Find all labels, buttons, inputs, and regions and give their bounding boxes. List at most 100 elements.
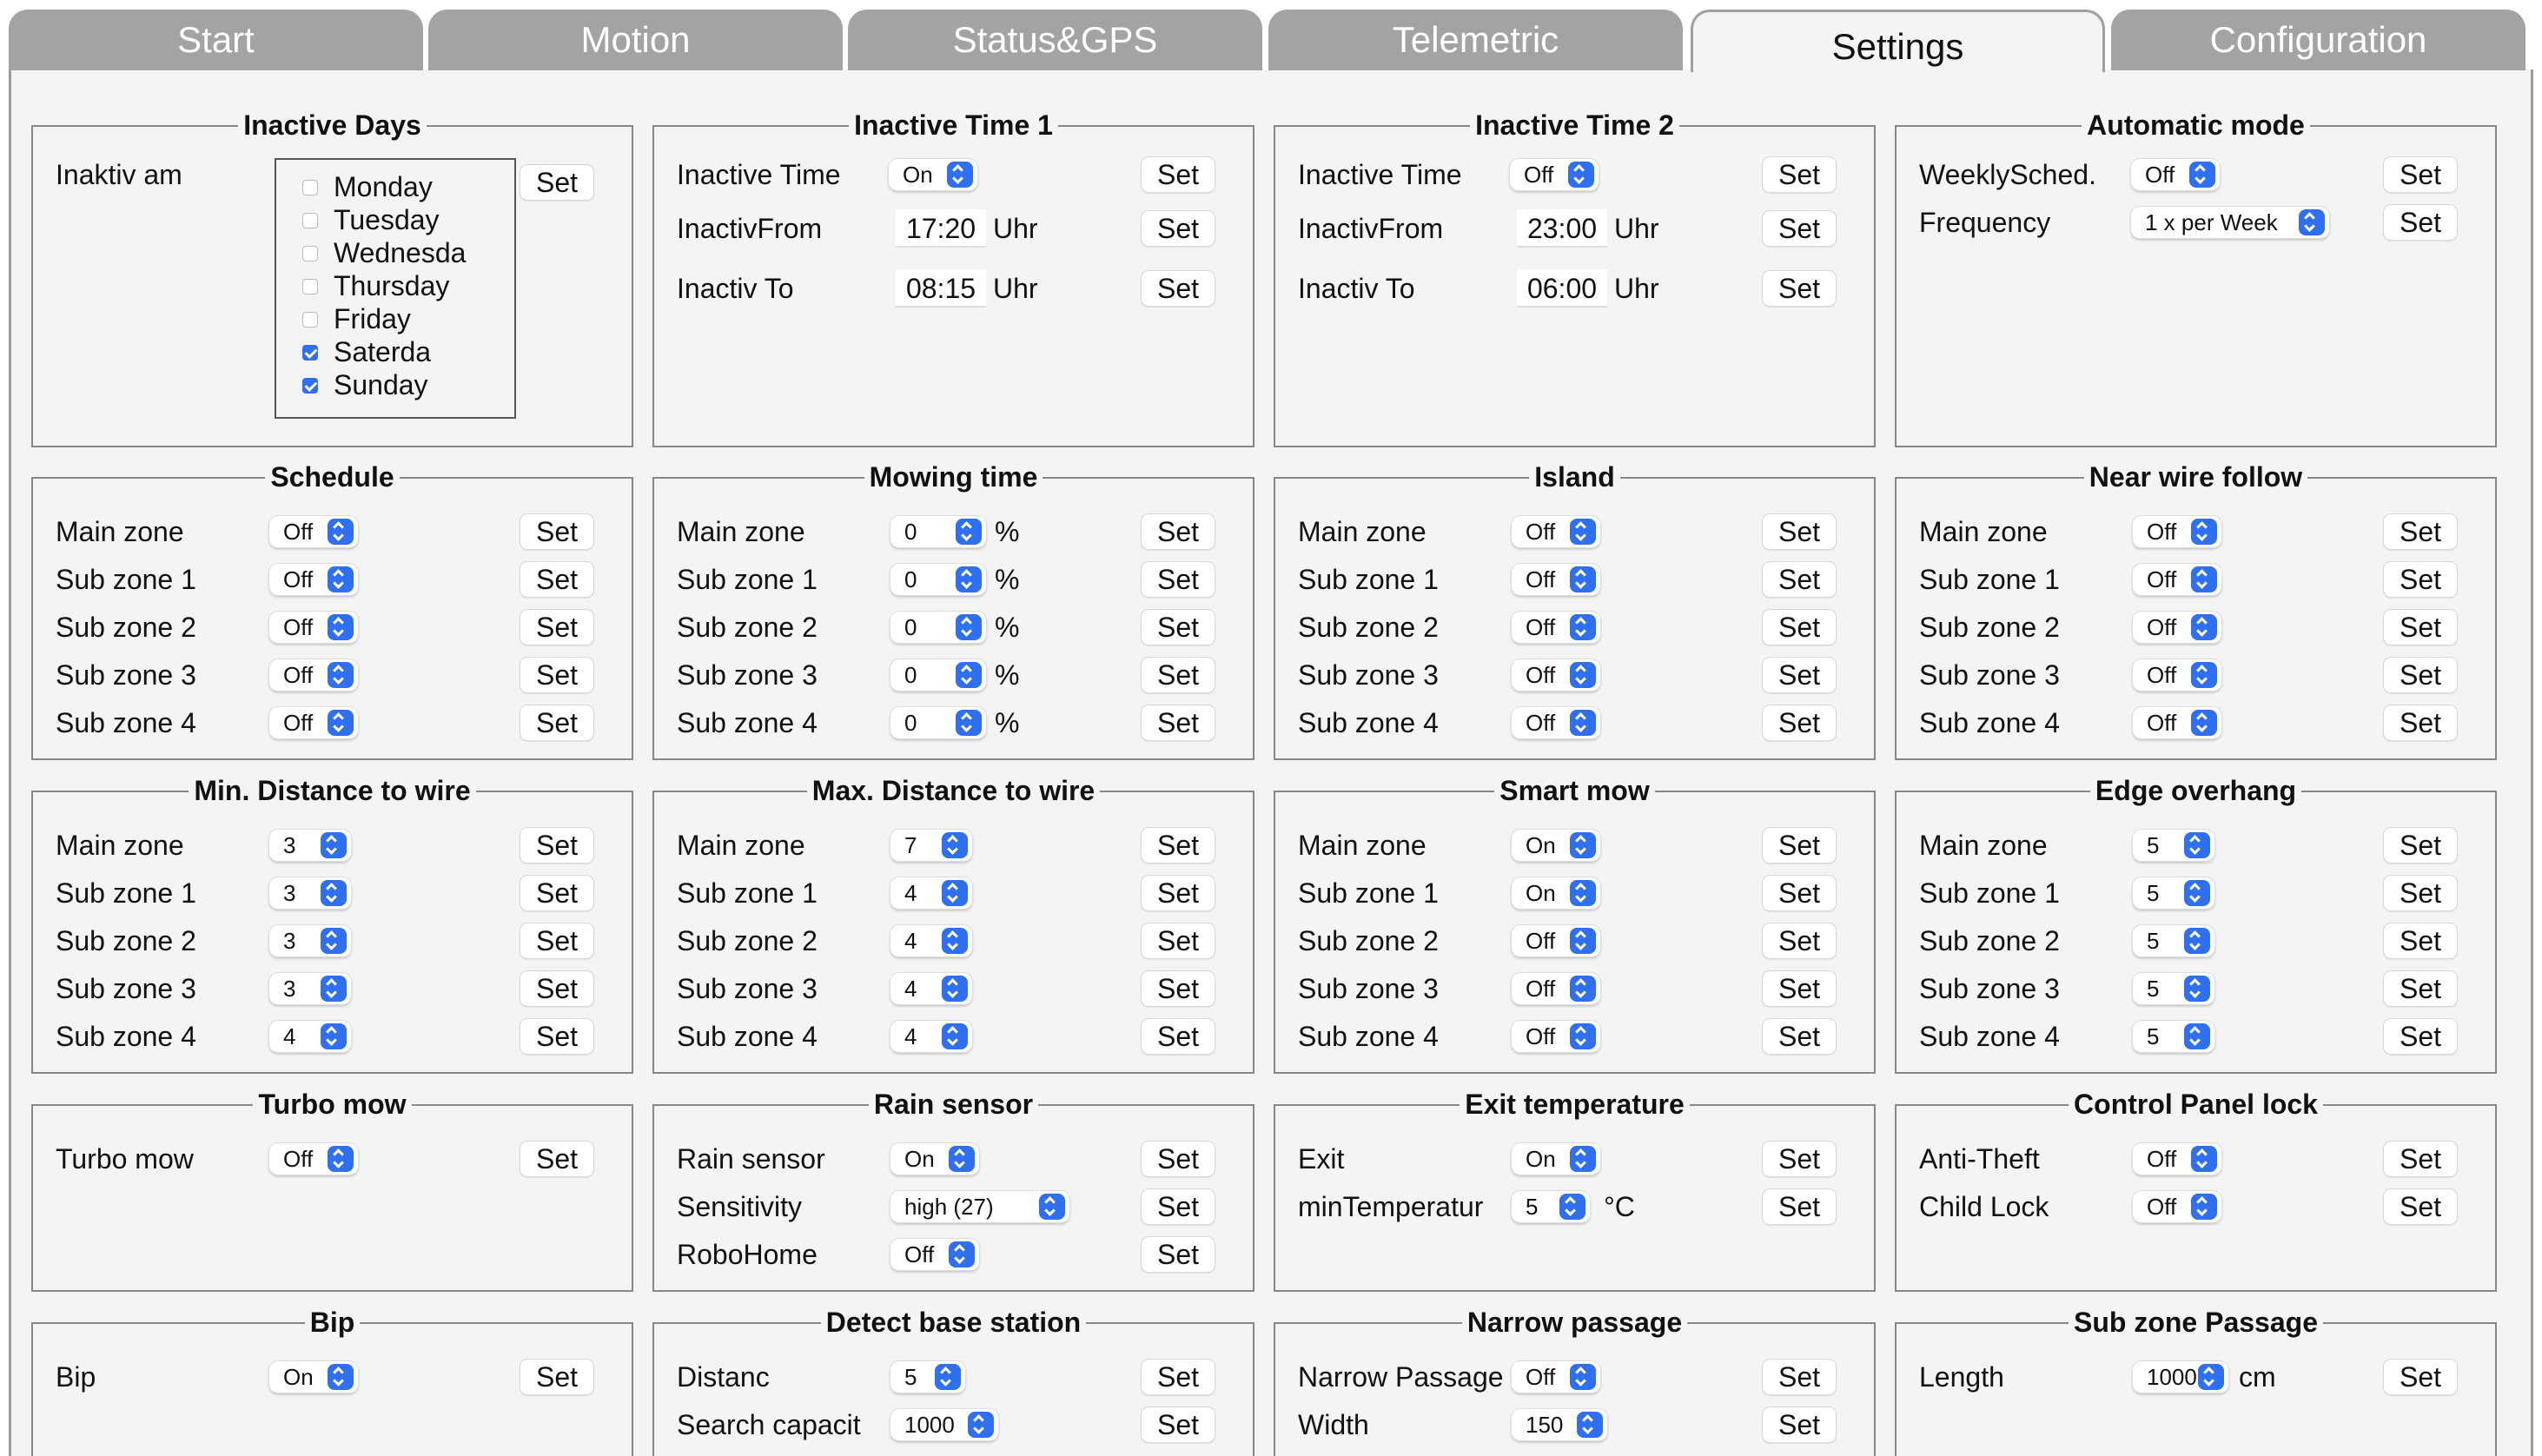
search-capacit-set-button[interactable]: Set (1142, 1407, 1215, 1442)
sub-zone-3-select[interactable]: 0 (890, 659, 986, 691)
tab-motion[interactable]: Motion (428, 10, 843, 70)
rain-sensor-set-button[interactable]: Set (1142, 1142, 1215, 1176)
sub-zone-3-set-button[interactable]: Set (1763, 971, 1836, 1006)
inactiv-to-set-button[interactable]: Set (1142, 271, 1215, 306)
weeklysched-set-button[interactable]: Set (2384, 157, 2457, 192)
sub-zone-3-select[interactable]: Off (269, 659, 358, 691)
sub-zone-3-select[interactable]: Off (1512, 659, 1600, 691)
sub-zone-4-set-button[interactable]: Set (1142, 1019, 1215, 1054)
weekday-checkbox[interactable] (302, 345, 318, 361)
narrow-passage-select[interactable]: Off (1512, 1361, 1600, 1393)
main-zone-select[interactable]: 3 (269, 830, 351, 861)
inactivfrom-time-input[interactable]: 17:20 (896, 209, 986, 248)
sub-zone-3-set-button[interactable]: Set (1763, 658, 1836, 692)
robohome-set-button[interactable]: Set (1142, 1237, 1215, 1272)
sub-zone-1-set-button[interactable]: Set (2384, 876, 2457, 910)
sub-zone-2-select[interactable]: 4 (890, 925, 972, 956)
sub-zone-4-set-button[interactable]: Set (520, 1019, 593, 1054)
sub-zone-1-set-button[interactable]: Set (2384, 562, 2457, 597)
sub-zone-4-set-button[interactable]: Set (2384, 705, 2457, 740)
frequency-select[interactable]: 1 x per Week (2131, 207, 2329, 238)
sub-zone-2-select[interactable]: Off (269, 612, 358, 643)
width-select[interactable]: 150 (1512, 1409, 1607, 1440)
inactive-time-set-button[interactable]: Set (1142, 157, 1215, 192)
sub-zone-4-select[interactable]: 4 (890, 1021, 972, 1052)
sub-zone-1-set-button[interactable]: Set (1763, 562, 1836, 597)
inactiv-to-set-button[interactable]: Set (1763, 271, 1836, 306)
main-zone-select[interactable]: On (1512, 830, 1600, 861)
robohome-select[interactable]: Off (890, 1239, 979, 1270)
distanc-select[interactable]: 5 (890, 1361, 965, 1393)
sub-zone-1-select[interactable]: 0 (890, 564, 986, 595)
main-zone-set-button[interactable]: Set (2384, 514, 2457, 549)
main-zone-set-button[interactable]: Set (520, 514, 593, 549)
mintemperatur-set-button[interactable]: Set (1763, 1189, 1836, 1224)
inactivfrom-time-input[interactable]: 23:00 (1517, 209, 1607, 248)
length-select[interactable]: 1000 (2133, 1361, 2228, 1393)
tab-telemetric[interactable]: Telemetric (1268, 10, 1683, 70)
weekday-checkbox[interactable] (302, 213, 318, 228)
sensitivity-select[interactable]: high (27) (890, 1191, 1069, 1222)
sub-zone-2-select[interactable]: Off (1512, 612, 1600, 643)
main-zone-select[interactable]: 0 (890, 516, 986, 547)
sensitivity-set-button[interactable]: Set (1142, 1189, 1215, 1224)
inactive-time-set-button[interactable]: Set (1763, 157, 1836, 192)
sub-zone-2-set-button[interactable]: Set (1142, 923, 1215, 958)
sub-zone-1-set-button[interactable]: Set (1142, 876, 1215, 910)
sub-zone-1-select[interactable]: 3 (269, 877, 351, 909)
sub-zone-2-set-button[interactable]: Set (1142, 610, 1215, 645)
main-zone-set-button[interactable]: Set (2384, 828, 2457, 863)
bip-select[interactable]: On (269, 1361, 358, 1393)
mintemperatur-select[interactable]: 5 (1512, 1191, 1590, 1222)
main-zone-set-button[interactable]: Set (1763, 514, 1836, 549)
child-lock-select[interactable]: Off (2133, 1191, 2221, 1222)
sub-zone-3-select[interactable]: Off (1512, 973, 1600, 1004)
main-zone-set-button[interactable]: Set (1763, 828, 1836, 863)
sub-zone-3-select[interactable]: 3 (269, 973, 351, 1004)
sub-zone-4-set-button[interactable]: Set (1142, 705, 1215, 740)
main-zone-select[interactable]: 7 (890, 830, 972, 861)
exit-set-button[interactable]: Set (1763, 1142, 1836, 1176)
tab-configuration[interactable]: Configuration (2111, 10, 2525, 70)
sub-zone-2-set-button[interactable]: Set (2384, 610, 2457, 645)
inactiv-to-time-input[interactable]: 06:00 (1517, 269, 1607, 308)
sub-zone-1-select[interactable]: On (1512, 877, 1600, 909)
main-zone-set-button[interactable]: Set (520, 828, 593, 863)
inactiv-to-time-input[interactable]: 08:15 (896, 269, 986, 308)
sub-zone-2-select[interactable]: 0 (890, 612, 986, 643)
sub-zone-3-set-button[interactable]: Set (2384, 658, 2457, 692)
rain-sensor-select[interactable]: On (890, 1143, 979, 1175)
sub-zone-1-select[interactable]: Off (269, 564, 358, 595)
sub-zone-1-set-button[interactable]: Set (520, 562, 593, 597)
sub-zone-3-set-button[interactable]: Set (2384, 971, 2457, 1006)
sub-zone-4-select[interactable]: Off (1512, 1021, 1600, 1052)
anti-theft-set-button[interactable]: Set (2384, 1142, 2457, 1176)
sub-zone-1-set-button[interactable]: Set (1763, 876, 1836, 910)
sub-zone-3-set-button[interactable]: Set (1142, 971, 1215, 1006)
turbo-mow-set-button[interactable]: Set (520, 1142, 593, 1176)
length-set-button[interactable]: Set (2384, 1360, 2457, 1394)
sub-zone-2-select[interactable]: Off (1512, 925, 1600, 956)
sub-zone-2-select[interactable]: 3 (269, 925, 351, 956)
sub-zone-3-set-button[interactable]: Set (520, 971, 593, 1006)
sub-zone-3-select[interactable]: Off (2133, 659, 2221, 691)
tab-start[interactable]: Start (9, 10, 423, 70)
weekday-checkbox[interactable] (302, 378, 318, 394)
main-zone-select[interactable]: Off (1512, 516, 1600, 547)
sub-zone-1-select[interactable]: Off (1512, 564, 1600, 595)
weeklysched-select[interactable]: Off (2131, 159, 2220, 190)
sub-zone-4-select[interactable]: 5 (2133, 1021, 2214, 1052)
sub-zone-1-select[interactable]: 5 (2133, 877, 2214, 909)
turbo-mow-select[interactable]: Off (269, 1143, 358, 1175)
sub-zone-2-set-button[interactable]: Set (520, 923, 593, 958)
child-lock-set-button[interactable]: Set (2384, 1189, 2457, 1224)
inactivfrom-set-button[interactable]: Set (1142, 211, 1215, 246)
tab-settings[interactable]: Settings (1691, 10, 2105, 72)
sub-zone-4-select[interactable]: Off (269, 707, 358, 738)
sub-zone-1-set-button[interactable]: Set (1142, 562, 1215, 597)
search-capacit-select[interactable]: 1000 (890, 1409, 998, 1440)
sub-zone-4-set-button[interactable]: Set (1763, 1019, 1836, 1054)
sub-zone-4-select[interactable]: Off (2133, 707, 2221, 738)
sub-zone-3-select[interactable]: 5 (2133, 973, 2214, 1004)
weekday-checkbox[interactable] (302, 312, 318, 328)
